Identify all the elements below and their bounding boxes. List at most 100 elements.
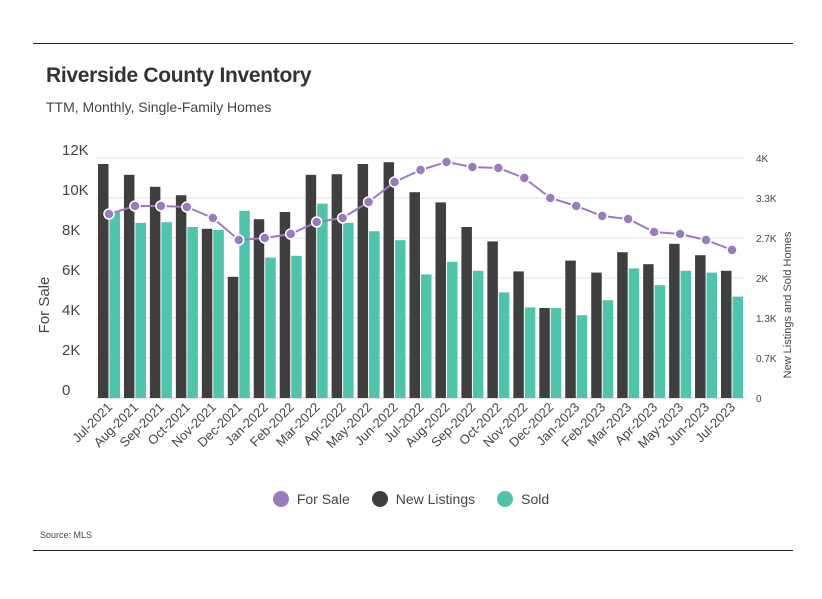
for-sale-point — [362, 196, 375, 208]
bar-new-listings — [565, 260, 576, 398]
bar-sold — [576, 315, 588, 398]
bar-new-listings — [409, 192, 420, 398]
bar-sold — [446, 261, 458, 398]
bottom-rule — [33, 550, 793, 551]
right-tick-label: 2.7K — [756, 234, 777, 245]
chart-title: Riverside County Inventory — [46, 64, 312, 87]
legend-item-new-listings[interactable]: New Listings — [371, 491, 476, 507]
legend-label-for-sale: For Sale — [296, 491, 350, 507]
left-tick-label: 10K — [62, 182, 89, 199]
bars-group — [97, 162, 744, 398]
bar-sold — [680, 270, 692, 398]
for-sale-point — [700, 234, 712, 246]
bar-new-listings — [253, 219, 265, 398]
legend-swatch-new-listings — [371, 491, 388, 507]
bar-sold — [602, 300, 614, 398]
right-tick-label: 2K — [756, 274, 769, 285]
right-tick-label: 0 — [756, 394, 762, 405]
legend-item-sold[interactable]: Sold — [497, 491, 549, 507]
for-sale-point — [414, 164, 427, 176]
for-sale-point — [284, 228, 297, 240]
bar-new-listings — [695, 255, 706, 398]
left-tick-label: 6K — [62, 262, 80, 279]
right-tick-label: 4K — [756, 154, 769, 165]
for-sale-point — [129, 200, 141, 212]
bar-sold — [369, 231, 380, 398]
for-sale-point — [648, 226, 660, 238]
for-sale-point — [570, 200, 583, 212]
for-sale-line-group — [103, 156, 738, 256]
top-rule — [33, 43, 793, 44]
bar-sold — [524, 307, 536, 398]
bar-new-listings — [227, 276, 239, 398]
bar-new-listings — [357, 164, 369, 398]
left-tick-label: 8K — [62, 222, 80, 239]
bar-new-listings — [123, 174, 135, 398]
bar-sold — [550, 308, 562, 398]
left-tick-label: 2K — [62, 342, 80, 359]
left-tick-label: 4K — [62, 302, 80, 319]
bar-sold — [654, 285, 666, 398]
bar-new-listings — [175, 195, 187, 398]
bar-new-listings — [539, 308, 550, 398]
bar-sold — [628, 268, 640, 398]
for-sale-point — [622, 213, 634, 225]
legend: For Sale New Listings Sold — [0, 491, 822, 507]
bar-sold — [135, 222, 146, 398]
for-sale-point — [207, 212, 219, 224]
bar-sold — [498, 292, 510, 398]
legend-label-new-listings: New Listings — [395, 491, 476, 507]
left-axis-label: For Sale — [36, 277, 53, 334]
right-tick-label: 0.7K — [756, 354, 777, 365]
for-sale-point — [440, 156, 453, 168]
bar-new-listings — [149, 186, 161, 398]
bar-sold — [161, 222, 172, 398]
bar-sold — [732, 296, 744, 398]
legend-swatch-sold — [497, 491, 514, 507]
left-tick-label: 12K — [62, 142, 89, 159]
left-axis-ticks: 0 2K 4K 6K 8K 10K 12K — [62, 142, 89, 399]
bar-new-listings — [305, 174, 317, 398]
right-axis-label: New Listings and Sold Homes — [782, 231, 794, 378]
bar-new-listings — [669, 243, 680, 398]
for-sale-point — [544, 192, 557, 204]
legend-swatch-for-sale — [272, 491, 289, 507]
bar-new-listings — [279, 212, 291, 398]
for-sale-point — [518, 172, 531, 184]
for-sale-point — [181, 201, 193, 213]
for-sale-point — [388, 176, 401, 188]
right-tick-label: 3.3K — [756, 194, 777, 205]
legend-label-sold: Sold — [521, 491, 550, 507]
bar-sold — [239, 210, 250, 398]
for-sale-point — [336, 212, 349, 224]
right-axis-ticks: 0 0.7K 1.3K 2K 2.7K 3.3K 4K — [756, 154, 777, 405]
bar-new-listings — [331, 174, 343, 398]
bar-new-listings — [201, 228, 213, 398]
bar-sold — [187, 227, 198, 398]
bar-sold — [265, 257, 276, 398]
bar-sold — [343, 222, 354, 398]
legend-item-for-sale[interactable]: For Sale — [272, 491, 350, 507]
x-axis-ticks: Jul-2021Aug-2021Sep-2021Oct-2021Nov-2021… — [69, 400, 738, 451]
for-sale-point — [596, 210, 608, 222]
for-sale-point — [726, 244, 738, 256]
bar-new-listings — [97, 164, 109, 398]
bar-new-listings — [487, 241, 498, 398]
bar-sold — [395, 240, 406, 398]
for-sale-point — [233, 234, 245, 246]
bar-new-listings — [721, 270, 732, 398]
for-sale-point — [155, 200, 167, 212]
for-sale-point — [674, 228, 686, 240]
bar-new-listings — [617, 252, 628, 398]
bar-new-listings — [591, 272, 602, 398]
bar-sold — [421, 274, 432, 398]
bar-sold — [109, 212, 120, 398]
left-tick-label: 0 — [62, 382, 70, 399]
bar-sold — [317, 203, 328, 398]
for-sale-point — [258, 232, 271, 244]
for-sale-point — [310, 216, 323, 228]
bar-sold — [213, 230, 224, 398]
bar-new-listings — [435, 202, 446, 398]
bar-new-listings — [461, 227, 472, 398]
